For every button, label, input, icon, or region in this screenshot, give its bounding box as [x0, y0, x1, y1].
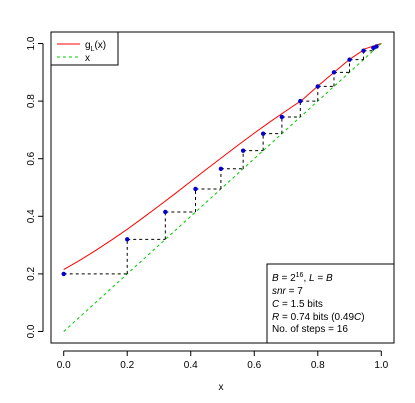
x-tick-label: 1.0: [374, 360, 388, 371]
legend-box: [50, 31, 119, 66]
info-line-b-l: B = 216, L = B: [272, 272, 333, 284]
y-tick-label: 0.8: [26, 94, 37, 108]
step-point: [331, 70, 337, 75]
step-point: [125, 237, 130, 242]
step-point: [298, 98, 303, 104]
legend-label-x: x: [85, 53, 90, 64]
step-point: [61, 271, 66, 277]
x-axis-title: x: [219, 382, 224, 393]
y-tick-label: 1.0: [26, 36, 37, 50]
step-point: [315, 84, 320, 89]
info-box: B = 216, L = B snr = 7 C = 1.5 bits R = …: [266, 263, 395, 344]
step-point: [218, 166, 224, 171]
x-tick-label: 0.8: [311, 360, 325, 371]
y-tick-label: 0.4: [26, 209, 37, 223]
step-point: [240, 148, 246, 153]
info-line-snr: snr = 7: [272, 286, 303, 297]
y-tick-label: 0.0: [26, 324, 37, 338]
x-tick-label: 0.2: [120, 360, 134, 371]
series-line-gl: [63, 43, 382, 271]
x-tick-label: 0.4: [184, 360, 198, 371]
x-tick-label: 0.0: [57, 360, 71, 371]
info-line-rate: R = 0.74 bits (0.49C): [272, 312, 365, 323]
step-point: [260, 131, 266, 136]
plot-frame: [50, 31, 395, 344]
step-point: [374, 44, 379, 49]
y-tick-label: 0.2: [26, 267, 37, 281]
step-point: [193, 186, 198, 192]
step-point: [347, 57, 352, 62]
info-line-steps: No. of steps = 16: [272, 324, 348, 335]
info-box-frame: [266, 263, 395, 344]
y-tick-label: 0.6: [26, 151, 37, 165]
step-point: [163, 209, 168, 215]
legend-label-gl: gL(x): [85, 40, 106, 53]
legend: gL(x) x: [50, 31, 119, 66]
info-line-capacity: C = 1.5 bits: [272, 299, 323, 310]
step-point: [361, 48, 366, 53]
step-point: [279, 114, 285, 120]
x-tick-label: 0.6: [247, 360, 261, 371]
